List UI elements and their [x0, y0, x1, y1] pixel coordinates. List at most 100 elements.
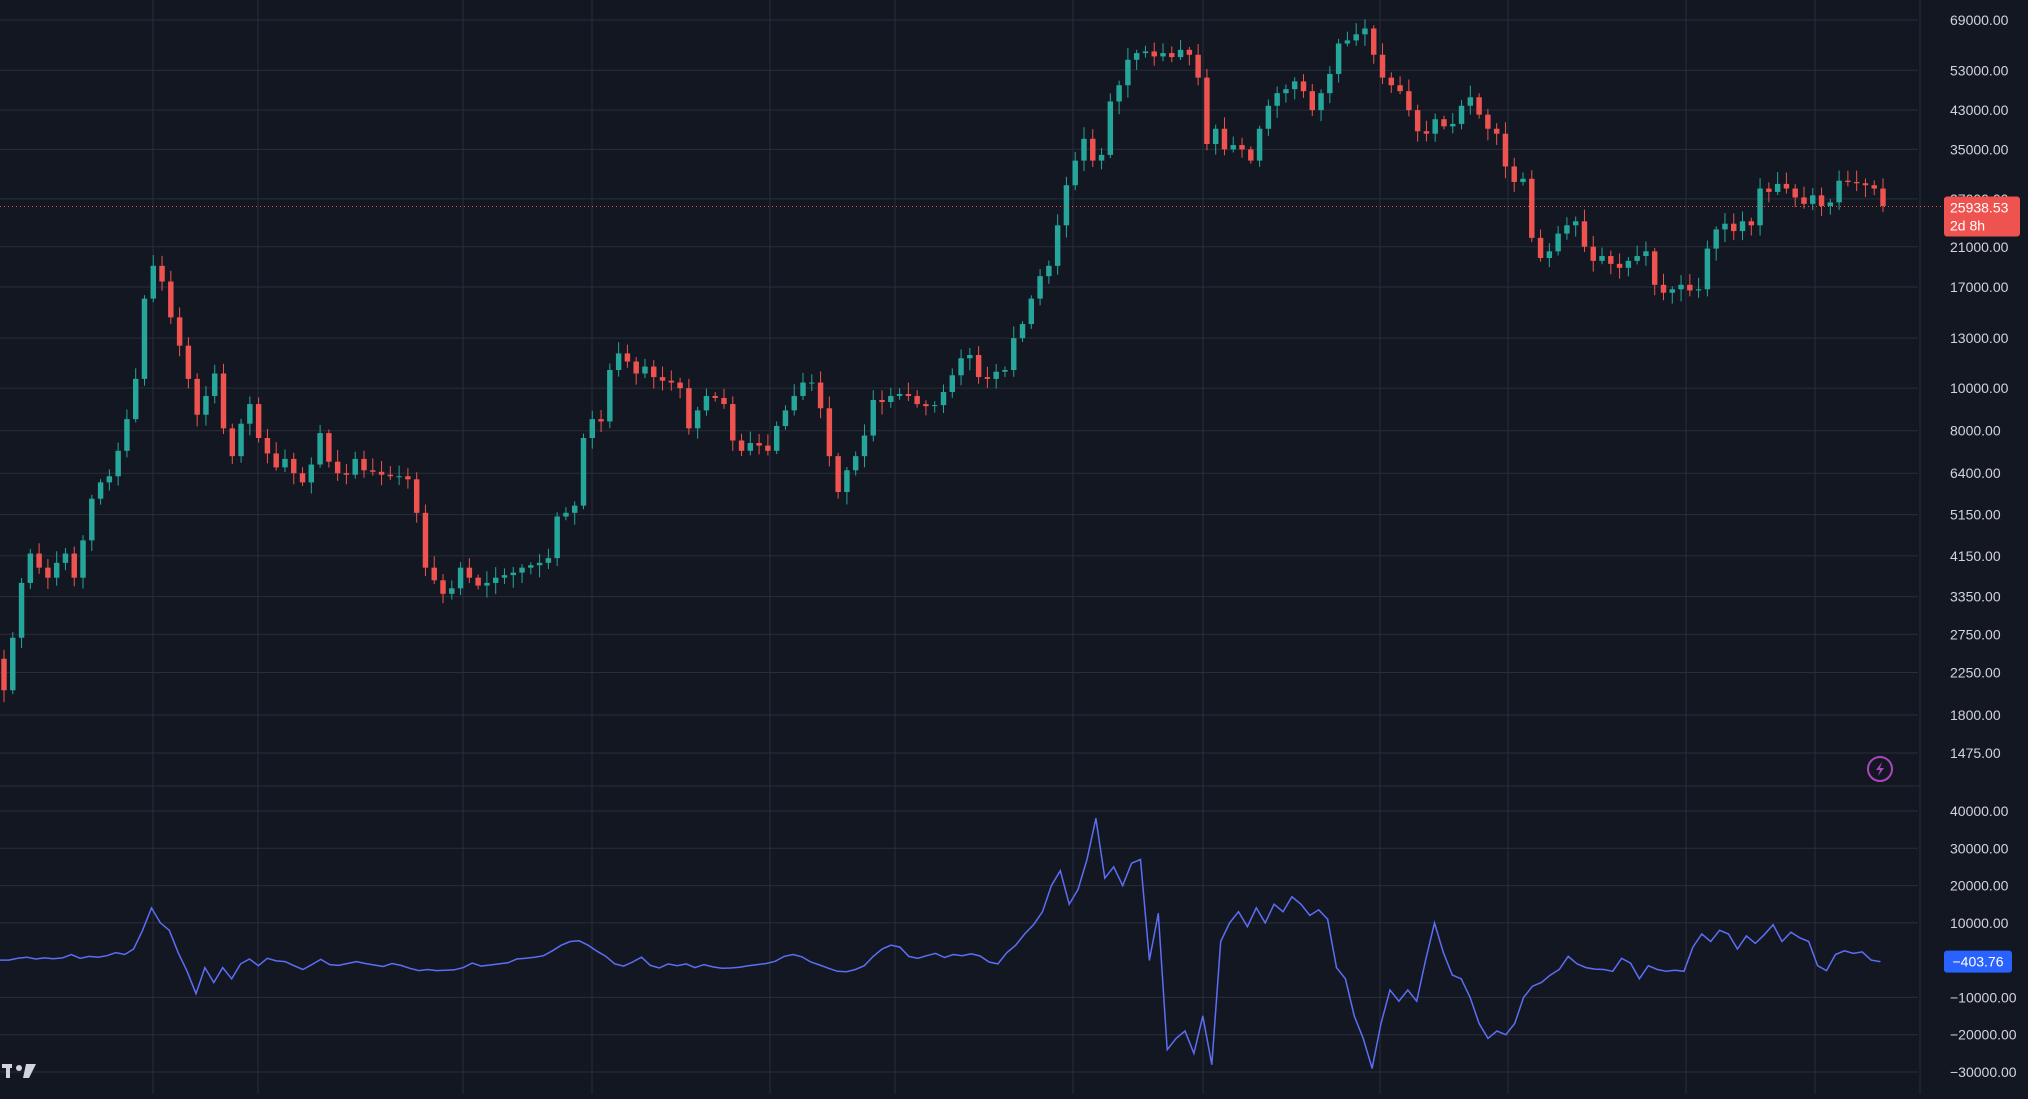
indicator-point [1086, 858, 1088, 861]
candle-body [1362, 28, 1368, 35]
indicator-point [623, 965, 625, 967]
indicator-point [480, 965, 482, 967]
candle [861, 424, 868, 468]
candle [159, 255, 165, 291]
candle-body [1810, 195, 1816, 204]
candle-body [124, 419, 130, 451]
candle [984, 366, 991, 388]
candle-body [1248, 149, 1254, 161]
candle-body [36, 553, 42, 568]
indicator-point [1131, 862, 1133, 864]
candle [115, 442, 121, 486]
indicator-axis-tick-label: 30000.00 [1950, 840, 2009, 856]
indicator-point [1148, 959, 1150, 961]
price-axis[interactable]: 69000.0053000.0043000.0035000.0027000.00… [1950, 12, 2009, 761]
indicator-point [1531, 985, 1534, 987]
candle [431, 556, 437, 584]
candle-body [712, 395, 718, 398]
candle-body [545, 558, 552, 563]
candle [1063, 176, 1070, 238]
candle [1239, 137, 1245, 158]
indicator-point [792, 953, 794, 956]
candle-body [141, 298, 148, 379]
candle [1537, 229, 1544, 262]
candle-body [45, 567, 51, 578]
candle [1265, 99, 1272, 136]
indicator-point [150, 907, 153, 909]
candle-body [457, 567, 464, 589]
indicator-point [453, 969, 455, 971]
candle [1678, 275, 1684, 302]
candle-body [1019, 324, 1026, 339]
candle [624, 344, 631, 368]
indicator-point [712, 966, 714, 968]
indicator-point [1549, 974, 1551, 976]
candle [1221, 117, 1228, 156]
candle [440, 574, 446, 604]
indicator-point [382, 965, 384, 968]
candle-body [1379, 54, 1386, 78]
indicator-point [302, 968, 304, 971]
candle [1572, 216, 1579, 237]
indicator-point [1237, 911, 1240, 913]
candle [1107, 93, 1114, 159]
candle [326, 429, 332, 468]
indicator-point [1683, 970, 1685, 972]
candle-body [1792, 188, 1798, 198]
candle [1713, 226, 1719, 261]
candle-body [1046, 265, 1052, 277]
candle-body [1871, 185, 1877, 189]
candle [1125, 47, 1131, 98]
candle-body [238, 423, 244, 457]
candle-body [1107, 101, 1114, 155]
candle [1318, 89, 1324, 122]
candle [132, 368, 139, 423]
candle [1256, 125, 1263, 167]
indicator-axis[interactable]: 40000.00 30000.00 20000.00 10000.00 −10000.0… [1950, 803, 2017, 1080]
candle [1511, 157, 1517, 192]
indicator-point [1033, 924, 1035, 926]
indicator-point [284, 961, 286, 963]
indicator-axis-tick-label: −10000.00 [1950, 989, 2017, 1005]
indicator-point [213, 981, 215, 984]
candle [1529, 170, 1535, 243]
candle-body [905, 393, 912, 396]
candle-body [62, 553, 69, 563]
candle-body [1327, 73, 1333, 94]
indicator-line [0, 818, 1881, 1069]
candle-body [422, 512, 429, 568]
candle-body [1441, 119, 1447, 127]
candle [282, 449, 288, 472]
candle [694, 406, 701, 439]
candle [1186, 46, 1193, 66]
indicator-point [1059, 870, 1061, 872]
indicator-point [988, 961, 990, 963]
candle [1098, 148, 1105, 170]
candle-body [756, 443, 762, 446]
candle-body [352, 458, 358, 475]
candle [466, 558, 473, 584]
candle-body [1011, 338, 1017, 371]
candle [168, 270, 174, 324]
indicator-point [1621, 957, 1623, 959]
indicator-point [0, 959, 1, 961]
candle [993, 364, 999, 389]
candle [185, 337, 192, 389]
indicator-point [391, 962, 393, 965]
candle [1845, 170, 1851, 187]
candle-body [176, 317, 183, 346]
indicator-point [1077, 888, 1079, 890]
lightning-icon[interactable] [1867, 756, 1893, 782]
indicator-point [1344, 978, 1346, 980]
tradingview-logo-icon[interactable] [2, 1064, 36, 1078]
candle [642, 358, 648, 379]
indicator-point [1006, 952, 1008, 954]
candle [1774, 172, 1781, 196]
indicator-point [649, 964, 652, 967]
indicator-point [1594, 968, 1596, 970]
candle-body [247, 404, 253, 424]
candle [80, 535, 86, 589]
candle [361, 450, 367, 478]
indicator-point [462, 967, 464, 969]
indicator-point [1879, 961, 1881, 963]
